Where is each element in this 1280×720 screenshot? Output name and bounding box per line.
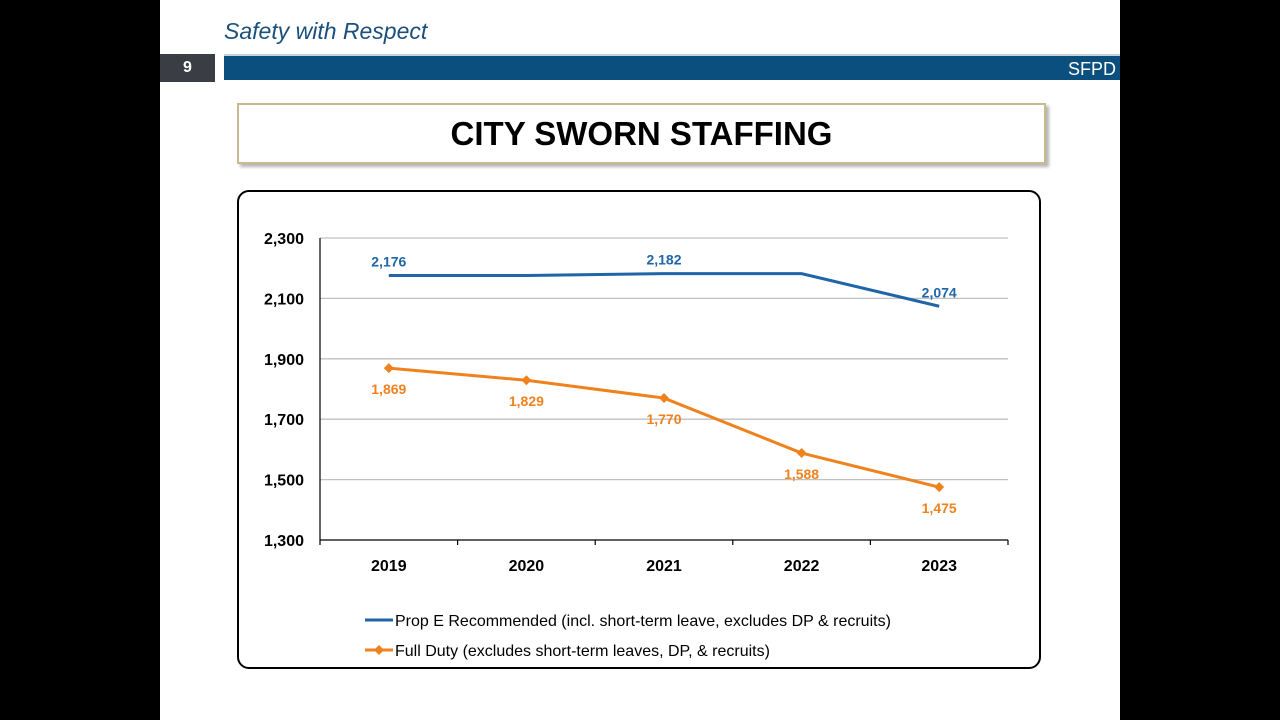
y-tick-label: 1,300 — [264, 533, 304, 550]
data-label: 1,588 — [784, 466, 819, 482]
legend-label: Full Duty (excludes short-term leaves, D… — [395, 643, 770, 660]
data-point — [934, 482, 945, 493]
header-bar: SFPD — [224, 54, 1120, 80]
data-label: 2,176 — [371, 253, 406, 269]
data-label: 1,475 — [922, 500, 957, 516]
data-point — [659, 393, 669, 404]
x-tick-label: 2023 — [921, 558, 957, 575]
y-tick-label: 1,900 — [264, 352, 304, 369]
x-tick-label: 2020 — [509, 558, 545, 575]
chart-title: CITY SWORN STAFFING — [237, 103, 1046, 164]
data-point — [521, 375, 532, 386]
chart-frame — [237, 190, 1041, 669]
x-tick-label: 2022 — [784, 558, 820, 575]
series-line-1 — [388, 366, 940, 489]
series-line-0 — [388, 272, 940, 308]
page-number: 9 — [160, 54, 215, 82]
legend-label: Prop E Recommended (incl. short-term lea… — [395, 613, 891, 630]
legend-marker — [374, 645, 384, 655]
x-tick-label: 2021 — [646, 558, 682, 575]
data-point — [796, 448, 807, 459]
tagline: Safety with Respect — [224, 18, 428, 44]
data-label: 1,869 — [371, 381, 406, 397]
data-point — [383, 363, 394, 374]
y-tick-label: 1,500 — [264, 473, 304, 490]
data-label: 2,074 — [922, 284, 957, 300]
y-tick-label: 2,100 — [264, 291, 304, 308]
x-tick-label: 2019 — [371, 558, 407, 575]
y-tick-label: 2,300 — [264, 231, 304, 248]
data-label: 1,829 — [509, 393, 544, 409]
y-tick-label: 1,700 — [264, 412, 304, 429]
data-label: 2,182 — [646, 252, 681, 268]
data-label: 1,770 — [646, 411, 681, 427]
